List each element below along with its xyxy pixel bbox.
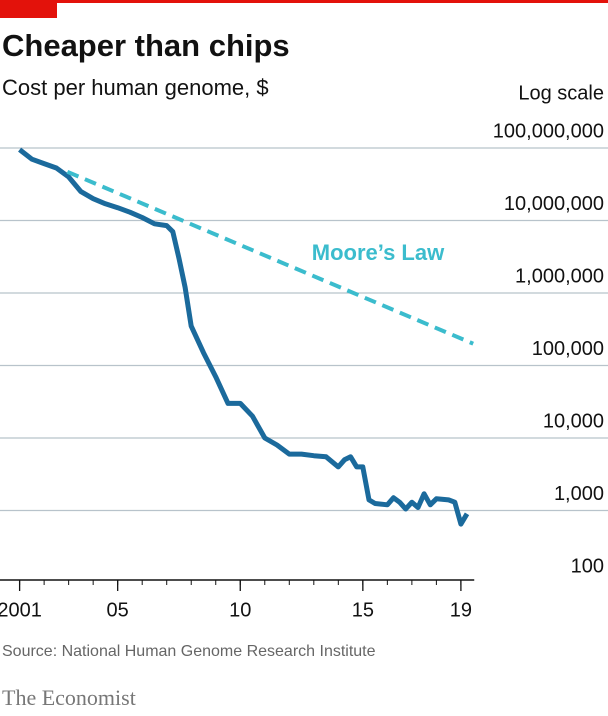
source: Source: National Human Genome Research I…: [2, 643, 376, 660]
chart-title: Cheaper than chips: [2, 28, 290, 63]
y-tick-label: 100,000,000: [493, 120, 604, 142]
scale-note: Log scale: [518, 82, 604, 104]
red-tab: [0, 0, 57, 18]
x-tick-label: 05: [107, 599, 129, 621]
y-tick-label: 100: [571, 555, 604, 577]
x-tick-label: 19: [450, 599, 472, 621]
top-rule: [0, 0, 608, 3]
y-tick-label: 1,000: [554, 483, 604, 505]
y-tick-label: 1,000,000: [515, 265, 604, 287]
y-tick-label: 10,000: [543, 410, 604, 432]
series-line: [18, 147, 470, 527]
y-tick-label: 10,000,000: [504, 193, 604, 215]
x-tick-label: 2001: [0, 599, 42, 621]
brand: The Economist: [2, 685, 136, 710]
series-label: Moore’s Law: [312, 240, 445, 265]
series-line: [66, 169, 474, 346]
chart-subtitle: Cost per human genome, $: [2, 75, 269, 100]
x-tick-label: 15: [352, 599, 374, 621]
x-tick-label: 10: [229, 599, 251, 621]
y-tick-label: 100,000: [532, 338, 604, 360]
